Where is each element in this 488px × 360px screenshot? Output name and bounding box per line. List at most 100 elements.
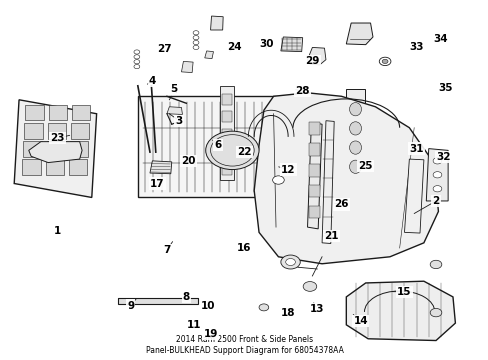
Polygon shape	[196, 121, 208, 156]
Polygon shape	[307, 122, 322, 229]
Circle shape	[303, 282, 316, 291]
Circle shape	[272, 176, 284, 184]
Polygon shape	[181, 62, 193, 73]
Circle shape	[429, 260, 441, 269]
Text: 24: 24	[227, 42, 242, 53]
Text: 17: 17	[150, 179, 164, 189]
Bar	[308, 185, 319, 198]
Text: 25: 25	[358, 161, 372, 171]
Bar	[140, 102, 312, 112]
Text: 7: 7	[163, 245, 170, 255]
Polygon shape	[280, 37, 302, 51]
Circle shape	[134, 60, 140, 64]
Polygon shape	[23, 141, 42, 157]
Text: 1: 1	[54, 226, 61, 235]
Text: 5: 5	[170, 84, 178, 94]
Circle shape	[134, 55, 140, 59]
Text: 21: 21	[324, 231, 338, 241]
Polygon shape	[45, 159, 64, 175]
Text: 6: 6	[214, 140, 221, 150]
Bar	[222, 146, 231, 157]
Polygon shape	[48, 105, 67, 120]
Text: 22: 22	[237, 147, 251, 157]
Polygon shape	[29, 141, 82, 163]
Ellipse shape	[349, 122, 361, 135]
Circle shape	[432, 172, 441, 178]
Text: 26: 26	[333, 199, 348, 210]
Polygon shape	[426, 149, 447, 201]
Text: 12: 12	[280, 165, 295, 175]
Circle shape	[193, 45, 199, 50]
Ellipse shape	[349, 141, 361, 154]
Polygon shape	[46, 141, 65, 157]
Text: 32: 32	[435, 152, 449, 162]
Bar	[220, 86, 233, 180]
Text: 9: 9	[127, 301, 134, 311]
Polygon shape	[150, 161, 171, 174]
Text: 33: 33	[408, 42, 423, 53]
Circle shape	[134, 50, 140, 54]
Bar	[346, 89, 364, 180]
Polygon shape	[204, 51, 213, 59]
Circle shape	[193, 36, 199, 40]
Text: 3: 3	[175, 116, 183, 126]
Circle shape	[285, 258, 295, 266]
Polygon shape	[22, 159, 41, 175]
Text: 29: 29	[305, 57, 319, 66]
Polygon shape	[69, 159, 87, 175]
Bar	[308, 206, 319, 219]
Text: 15: 15	[396, 287, 411, 297]
Circle shape	[134, 64, 140, 69]
Text: 20: 20	[181, 156, 196, 166]
Text: 30: 30	[259, 39, 273, 49]
Circle shape	[193, 31, 199, 35]
Text: 31: 31	[408, 144, 423, 154]
Polygon shape	[254, 93, 438, 264]
Polygon shape	[322, 121, 333, 243]
Polygon shape	[166, 107, 182, 114]
Circle shape	[432, 186, 441, 192]
Text: 14: 14	[353, 316, 367, 326]
Circle shape	[280, 255, 300, 269]
Polygon shape	[71, 123, 89, 139]
Circle shape	[429, 309, 441, 317]
Bar	[308, 122, 319, 135]
Text: 2014 Ram 2500 Front & Side Panels
Panel-BULKHEAD Support Diagram for 68054378AA: 2014 Ram 2500 Front & Side Panels Panel-…	[145, 335, 343, 355]
Circle shape	[259, 304, 268, 311]
Circle shape	[205, 131, 259, 170]
Ellipse shape	[349, 160, 361, 174]
Polygon shape	[404, 159, 423, 233]
Polygon shape	[346, 281, 454, 341]
Text: 10: 10	[201, 301, 215, 311]
Text: 2: 2	[431, 196, 439, 206]
Polygon shape	[24, 123, 43, 139]
Bar	[118, 298, 198, 304]
Text: 18: 18	[280, 307, 295, 318]
Polygon shape	[174, 119, 196, 133]
Text: 23: 23	[50, 133, 65, 143]
Circle shape	[432, 158, 441, 164]
Polygon shape	[72, 105, 90, 120]
Text: 13: 13	[309, 304, 324, 314]
Text: 27: 27	[157, 44, 171, 54]
Text: 34: 34	[433, 34, 447, 44]
Polygon shape	[70, 141, 88, 157]
Polygon shape	[210, 16, 223, 30]
Bar	[308, 164, 319, 176]
Bar	[222, 129, 231, 140]
Circle shape	[382, 59, 387, 63]
Polygon shape	[346, 23, 372, 45]
Bar	[222, 164, 231, 175]
Bar	[138, 96, 302, 198]
Text: 28: 28	[295, 86, 309, 96]
Bar	[222, 111, 231, 122]
Polygon shape	[307, 48, 325, 65]
Text: 16: 16	[237, 243, 251, 253]
Text: 35: 35	[438, 82, 452, 93]
Polygon shape	[47, 123, 66, 139]
Polygon shape	[14, 100, 97, 198]
Bar	[308, 143, 319, 156]
Polygon shape	[25, 105, 44, 120]
Circle shape	[193, 40, 199, 45]
Text: 11: 11	[186, 320, 201, 330]
